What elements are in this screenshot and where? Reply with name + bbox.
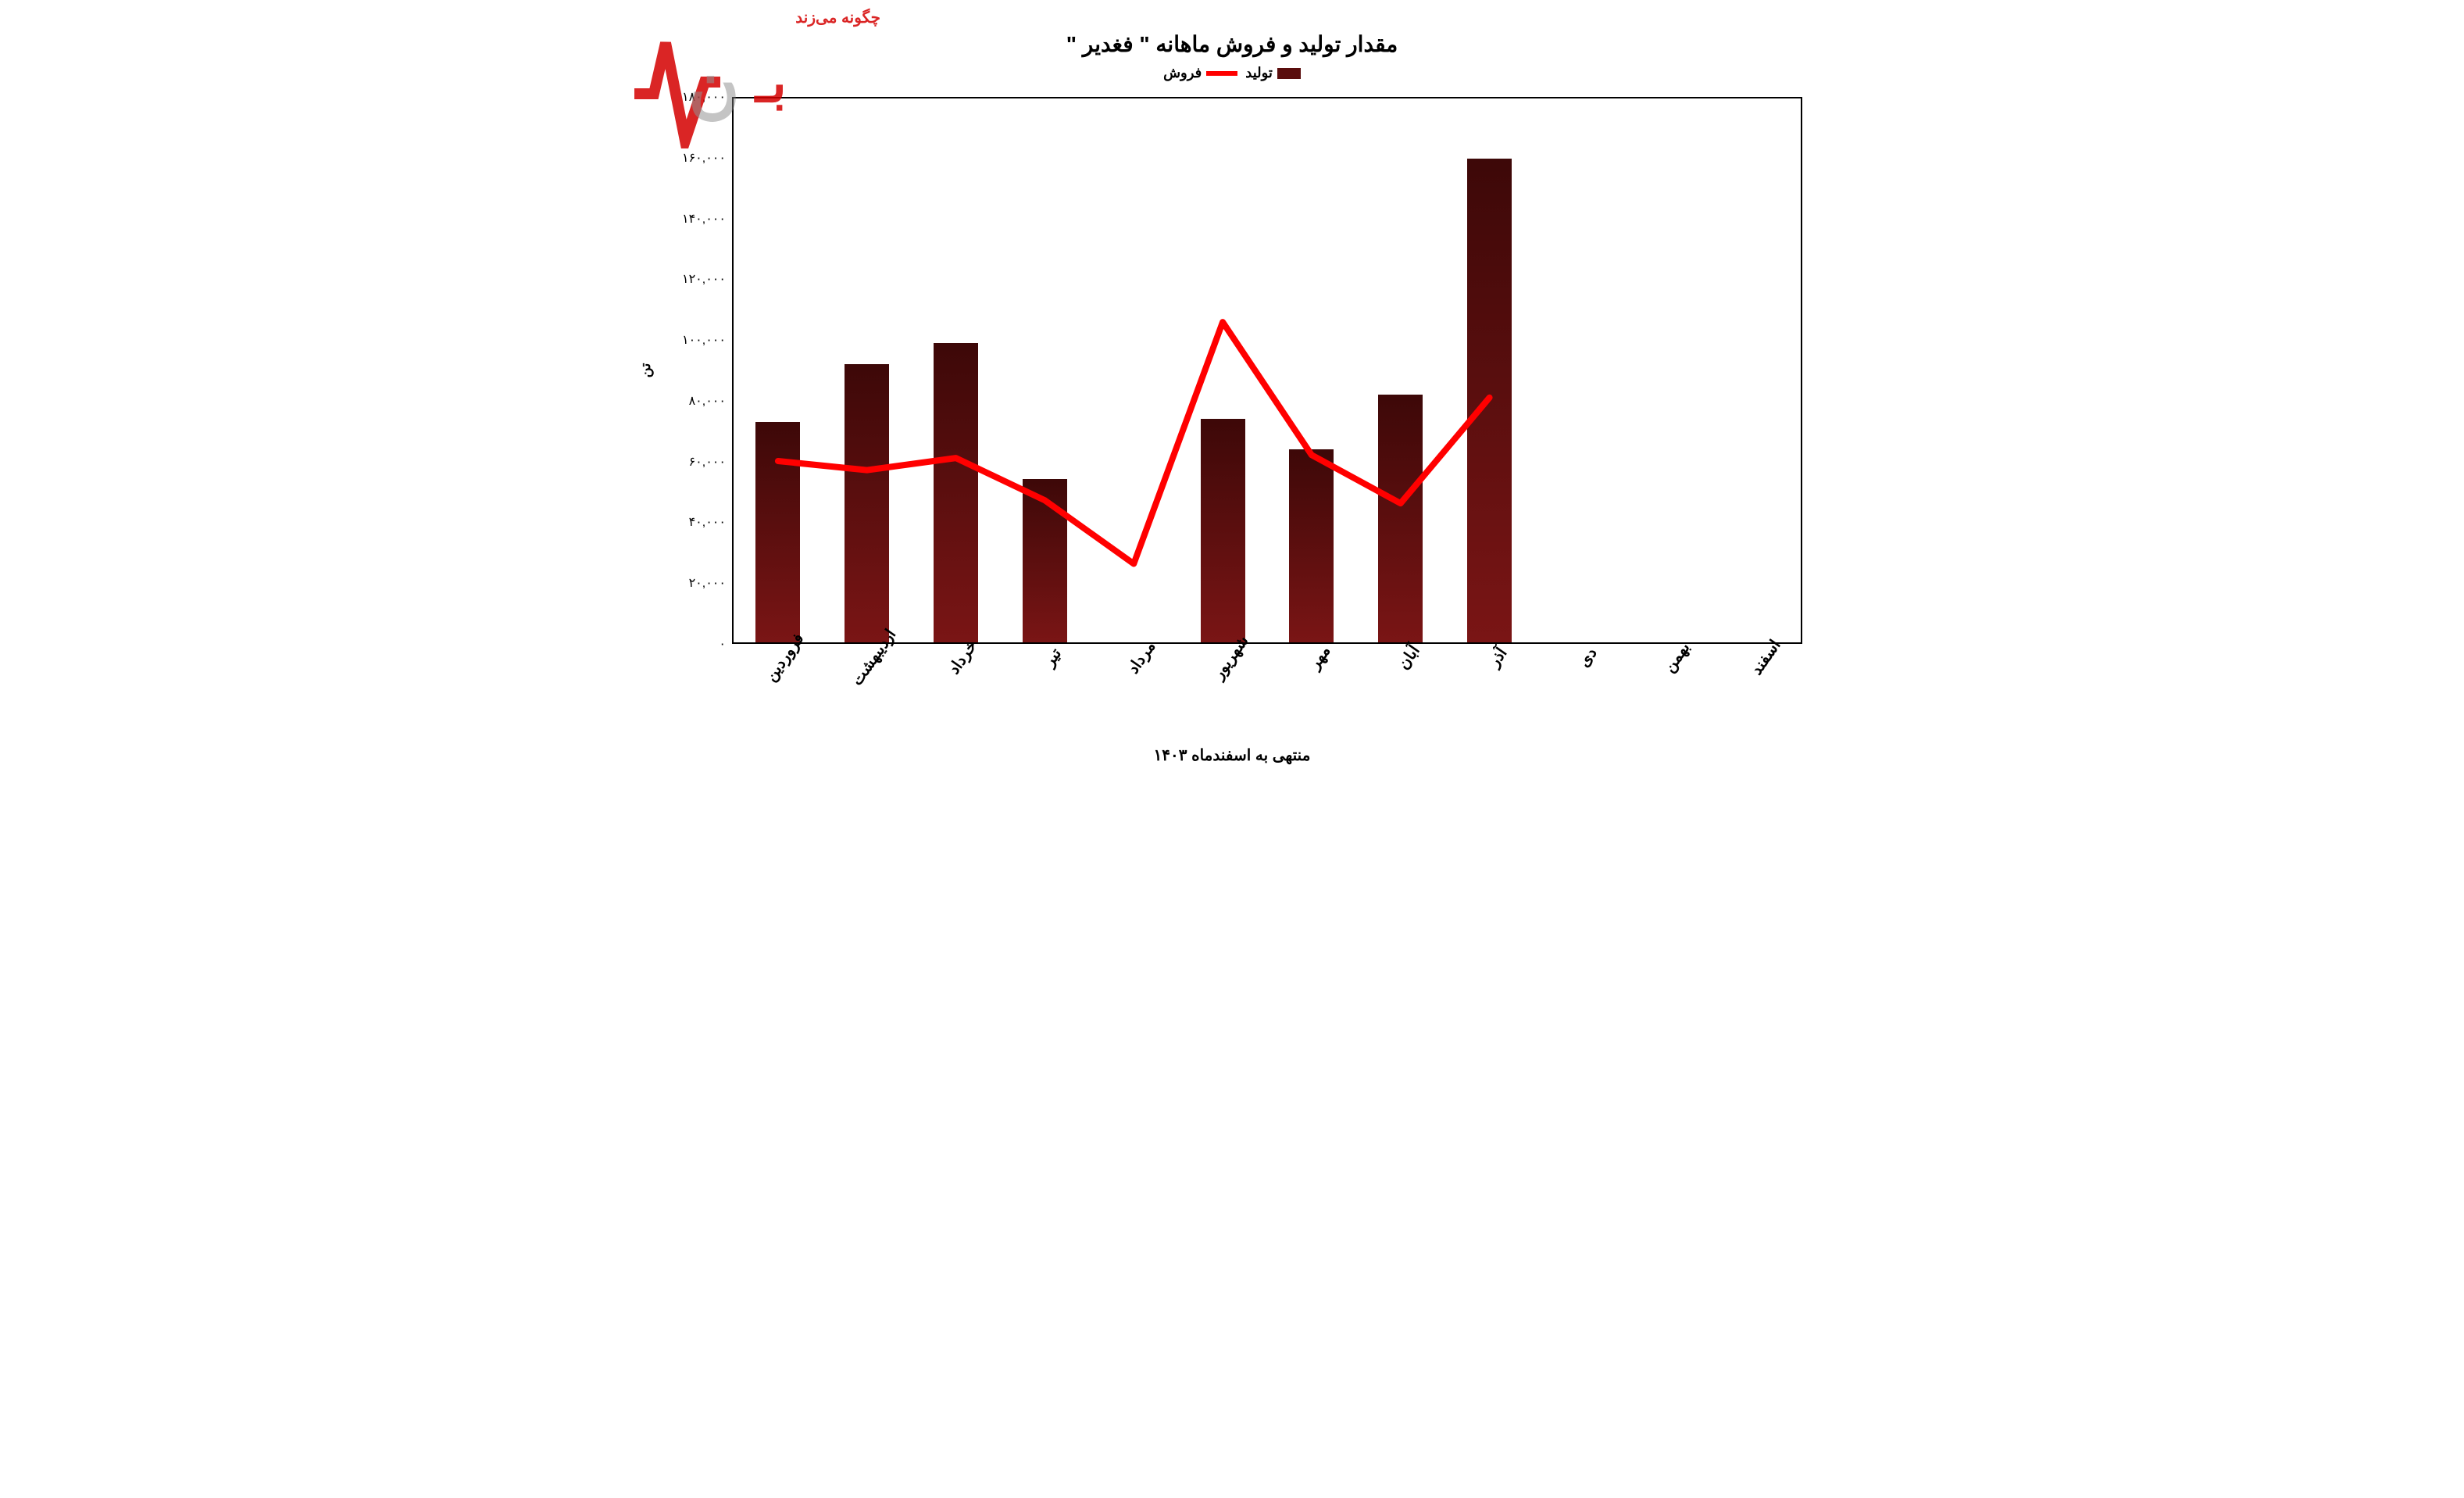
plot-area	[732, 97, 1802, 644]
x-axis-title: منتهی به اسفندماه ۱۴۰۳	[646, 745, 1818, 765]
legend-bar-swatch	[1277, 68, 1301, 79]
legend-item-line: فروش	[1163, 65, 1237, 81]
x-tick-label: تیر	[1039, 645, 1065, 670]
y-tick-label: ۴۰,۰۰۰	[689, 514, 726, 530]
y-tick-label: ۱۶۰,۰۰۰	[682, 150, 726, 166]
legend-line-label: فروش	[1163, 65, 1202, 81]
y-tick-label: ۱۰۰,۰۰۰	[682, 332, 726, 348]
y-tick-label: ۶۰,۰۰۰	[689, 454, 726, 470]
y-tick-label: ۸۰,۰۰۰	[689, 393, 726, 409]
x-tick-label: مهر	[1305, 642, 1334, 673]
watermark-tagline: چگونه می‌زند	[795, 8, 880, 27]
y-tick-label: ۱۲۰,۰۰۰	[682, 271, 726, 287]
y-tick-label: ۲۰,۰۰۰	[689, 575, 726, 591]
y-tick-label: ۰	[719, 636, 726, 652]
line-layer	[734, 98, 1801, 642]
y-tick-label: ۱۸۰,۰۰۰	[682, 89, 726, 105]
x-tick-label: آبان	[1394, 642, 1424, 673]
chart-container: چگونه می‌زند ن بـ مقدار تولید و فروش ماه…	[646, 31, 1818, 765]
plot-wrap: ۰۲۰,۰۰۰۴۰,۰۰۰۶۰,۰۰۰۸۰,۰۰۰۱۰۰,۰۰۰۱۲۰,۰۰۰۱…	[646, 97, 1818, 644]
x-tick-label: دی	[1574, 644, 1602, 670]
chart-legend: تولید فروش	[646, 65, 1818, 81]
x-tick-label: مرداد	[1123, 638, 1159, 677]
x-axis-labels: فروردیناردیبهشتخردادتیرمردادشهریورمهرآبا…	[732, 644, 1802, 738]
y-axis: ۰۲۰,۰۰۰۴۰,۰۰۰۶۰,۰۰۰۸۰,۰۰۰۱۰۰,۰۰۰۱۲۰,۰۰۰۱…	[646, 97, 732, 644]
legend-item-bar: تولید	[1245, 65, 1301, 81]
legend-bar-label: تولید	[1245, 65, 1273, 81]
y-axis-label: تن	[637, 363, 654, 378]
legend-line-swatch	[1206, 71, 1237, 76]
x-tick-label: آذر	[1484, 644, 1511, 670]
chart-title: مقدار تولید و فروش ماهانه " فغدیر "	[646, 31, 1818, 57]
x-tick-label: بهمن	[1659, 638, 1694, 676]
y-tick-label: ۱۴۰,۰۰۰	[682, 211, 726, 227]
